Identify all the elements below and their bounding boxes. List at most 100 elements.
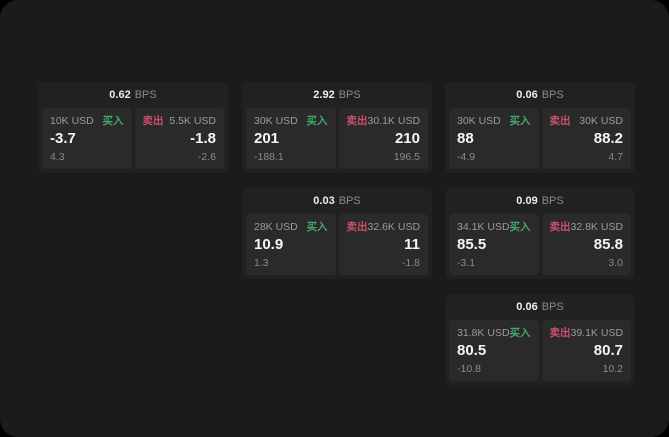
buy-panel[interactable]: 30K USD 买入 201 -188.1	[246, 108, 336, 169]
buy-price: 85.5	[457, 236, 487, 253]
sell-panel[interactable]: 卖出 30K USD 88.2 4.7	[541, 108, 631, 169]
sell-panel[interactable]: 卖出 32.8K USD 85.8 3.0	[541, 214, 631, 275]
buy-panel-top: 31.8K USD 买入	[457, 327, 531, 340]
bps-unit: BPS	[541, 89, 564, 101]
sell-panel[interactable]: 卖出 30.1K USD 210 196.5	[338, 108, 428, 169]
sell-delta: 10.2	[602, 363, 623, 375]
buy-panel[interactable]: 31.8K USD 买入 80.5 -10.8	[449, 320, 539, 381]
sell-delta: 3.0	[608, 257, 623, 269]
buy-price: 10.9	[254, 236, 284, 253]
bps-unit: BPS	[338, 195, 361, 207]
buy-price: 201	[254, 130, 280, 147]
sell-label: 卖出	[549, 221, 571, 233]
sell-delta: 4.7	[608, 151, 623, 163]
buy-panel-top: 10K USD 买入	[50, 115, 124, 128]
quote-card-2: 0.06 BPS 30K USD 买入 88 -4.9 卖出 30K USD 8…	[445, 82, 635, 173]
buy-label: 买入	[509, 327, 531, 339]
sell-price: 11	[404, 236, 420, 253]
buy-panel-top: 28K USD 买入	[254, 221, 328, 234]
bps-unit: BPS	[338, 89, 361, 101]
sell-amount: 30K USD	[579, 115, 623, 127]
sell-label: 卖出	[549, 327, 571, 339]
sell-label: 卖出	[346, 221, 368, 233]
sell-amount: 39.1K USD	[570, 327, 624, 339]
sell-panel-top: 卖出 32.8K USD	[550, 221, 624, 234]
buy-price: 80.5	[457, 342, 487, 359]
quote-panels: 34.1K USD 买入 85.5 -3.1 卖出 32.8K USD 85.8…	[445, 214, 635, 279]
bps-value: 0.06	[516, 301, 538, 313]
buy-panel[interactable]: 10K USD 买入 -3.7 4.3	[42, 108, 132, 169]
buy-amount: 31.8K USD	[457, 327, 510, 339]
bps-value: 0.03	[313, 195, 335, 207]
sell-price: 88.2	[593, 130, 623, 147]
bps-value: 0.06	[516, 89, 538, 101]
bps-unit: BPS	[541, 301, 564, 313]
sell-amount: 32.6K USD	[367, 221, 421, 233]
sell-label: 卖出	[142, 115, 164, 127]
buy-delta: -4.9	[457, 151, 476, 163]
quote-panels: 31.8K USD 买入 80.5 -10.8 卖出 39.1K USD 80.…	[445, 320, 635, 385]
sell-panel-top: 卖出 30.1K USD	[347, 115, 421, 128]
buy-delta: -188.1	[254, 151, 284, 163]
card-header: 0.06 BPS	[445, 82, 635, 108]
sell-panel-top: 卖出 32.6K USD	[347, 221, 421, 234]
buy-price: 88	[457, 130, 474, 147]
sell-panel-top: 卖出 5.5K USD	[143, 115, 217, 128]
buy-label: 买入	[306, 221, 328, 233]
buy-label: 买入	[509, 221, 531, 233]
buy-delta: 4.3	[50, 151, 65, 163]
quote-card-1: 2.92 BPS 30K USD 买入 201 -188.1 卖出 30.1K …	[242, 82, 432, 173]
buy-panel-top: 30K USD 买入	[254, 115, 328, 128]
sell-panel[interactable]: 卖出 5.5K USD -1.8 -2.6	[134, 108, 224, 169]
quote-panels: 30K USD 买入 88 -4.9 卖出 30K USD 88.2 4.7	[445, 108, 635, 173]
buy-delta: -10.8	[457, 363, 481, 375]
card-header: 0.03 BPS	[242, 188, 432, 214]
card-header: 0.62 BPS	[38, 82, 228, 108]
buy-amount: 10K USD	[50, 115, 94, 127]
card-header: 0.09 BPS	[445, 188, 635, 214]
sell-delta: -1.8	[401, 257, 420, 269]
buy-amount: 30K USD	[254, 115, 298, 127]
buy-price: -3.7	[50, 130, 76, 147]
sell-amount: 32.8K USD	[570, 221, 624, 233]
buy-panel-top: 30K USD 买入	[457, 115, 531, 128]
quote-card-0: 0.62 BPS 10K USD 买入 -3.7 4.3 卖出 5.5K USD…	[38, 82, 228, 173]
sell-label: 卖出	[549, 115, 571, 127]
buy-label: 买入	[306, 115, 328, 127]
sell-panel[interactable]: 卖出 32.6K USD 11 -1.8	[338, 214, 428, 275]
bps-value: 0.62	[109, 89, 131, 101]
bps-unit: BPS	[541, 195, 564, 207]
card-header: 2.92 BPS	[242, 82, 432, 108]
sell-amount: 30.1K USD	[367, 115, 421, 127]
buy-panel[interactable]: 30K USD 买入 88 -4.9	[449, 108, 539, 169]
buy-amount: 30K USD	[457, 115, 501, 127]
buy-delta: -3.1	[457, 257, 476, 269]
quote-card-4: 0.09 BPS 34.1K USD 买入 85.5 -3.1 卖出 32.8K…	[445, 188, 635, 279]
sell-label: 卖出	[346, 115, 368, 127]
sell-delta: -2.6	[197, 151, 216, 163]
buy-amount: 34.1K USD	[457, 221, 510, 233]
sell-panel-top: 卖出 30K USD	[550, 115, 624, 128]
card-header: 0.06 BPS	[445, 294, 635, 320]
sell-price: -1.8	[190, 130, 216, 147]
sell-panel[interactable]: 卖出 39.1K USD 80.7 10.2	[541, 320, 631, 381]
buy-amount: 28K USD	[254, 221, 298, 233]
buy-panel-top: 34.1K USD 买入	[457, 221, 531, 234]
buy-label: 买入	[509, 115, 531, 127]
bps-value: 0.09	[516, 195, 538, 207]
sell-panel-top: 卖出 39.1K USD	[550, 327, 624, 340]
sell-amount: 5.5K USD	[169, 115, 216, 127]
bps-value: 2.92	[313, 89, 335, 101]
buy-panel[interactable]: 34.1K USD 买入 85.5 -3.1	[449, 214, 539, 275]
quote-card-5: 0.06 BPS 31.8K USD 买入 80.5 -10.8 卖出 39.1…	[445, 294, 635, 385]
bps-unit: BPS	[134, 89, 157, 101]
buy-label: 买入	[102, 115, 124, 127]
sell-price: 80.7	[593, 342, 623, 359]
quote-panels: 10K USD 买入 -3.7 4.3 卖出 5.5K USD -1.8 -2.…	[38, 108, 228, 173]
sell-delta: 196.5	[393, 151, 420, 163]
quote-card-3: 0.03 BPS 28K USD 买入 10.9 1.3 卖出 32.6K US…	[242, 188, 432, 279]
quote-panels: 30K USD 买入 201 -188.1 卖出 30.1K USD 210 1…	[242, 108, 432, 173]
sell-price: 210	[394, 130, 420, 147]
buy-panel[interactable]: 28K USD 买入 10.9 1.3	[246, 214, 336, 275]
